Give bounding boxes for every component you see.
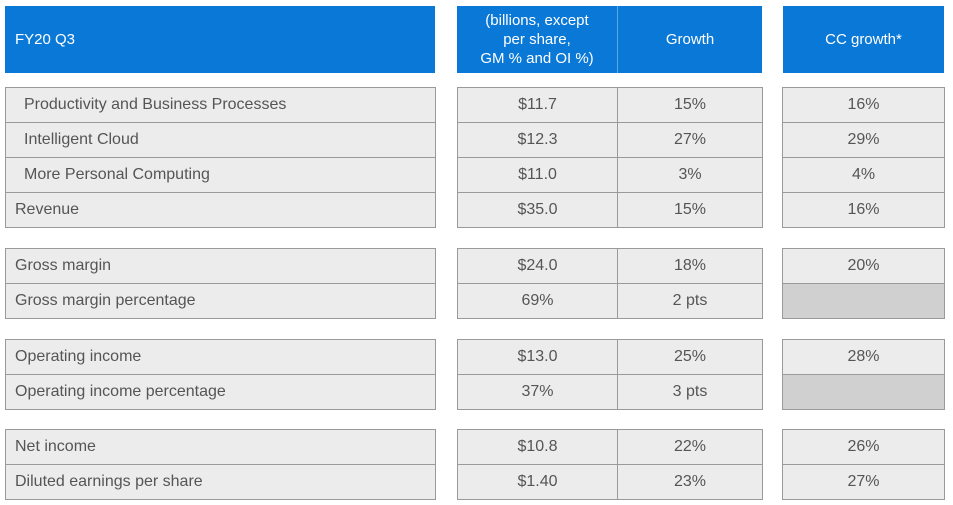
row-label: Operating income bbox=[5, 339, 436, 375]
header-units-line: GM % and OI %) bbox=[480, 50, 594, 67]
row-cc-growth: 16% bbox=[782, 87, 945, 123]
row-label: Net income bbox=[5, 429, 436, 465]
row-value: $13.0 bbox=[457, 339, 618, 375]
row-growth: 18% bbox=[617, 248, 763, 284]
row-label: Operating income percentage bbox=[5, 374, 436, 410]
row-cc-growth: 27% bbox=[782, 464, 945, 500]
header-units-line: (billions, except bbox=[485, 12, 589, 29]
row-cc-growth: 28% bbox=[782, 339, 945, 375]
row-cc-growth: 4% bbox=[782, 157, 945, 193]
row-growth: 27% bbox=[617, 122, 763, 158]
row-value: $35.0 bbox=[457, 192, 618, 228]
row-growth: 15% bbox=[617, 87, 763, 123]
row-label: Intelligent Cloud bbox=[5, 122, 436, 158]
row-label: Gross margin bbox=[5, 248, 436, 284]
row-value: $12.3 bbox=[457, 122, 618, 158]
row-cc-growth bbox=[782, 283, 945, 319]
row-value: 37% bbox=[457, 374, 618, 410]
row-value: 69% bbox=[457, 283, 618, 319]
row-value: $11.0 bbox=[457, 157, 618, 193]
row-label: Diluted earnings per share bbox=[5, 464, 436, 500]
row-label: Revenue bbox=[5, 192, 436, 228]
row-cc-growth: 29% bbox=[782, 122, 945, 158]
row-value: $11.7 bbox=[457, 87, 618, 123]
row-growth: 2 pts bbox=[617, 283, 763, 319]
row-cc-growth: 16% bbox=[782, 192, 945, 228]
row-growth: 25% bbox=[617, 339, 763, 375]
row-growth: 3 pts bbox=[617, 374, 763, 410]
row-value: $24.0 bbox=[457, 248, 618, 284]
row-label: Productivity and Business Processes bbox=[5, 87, 436, 123]
row-cc-growth: 20% bbox=[782, 248, 945, 284]
header-units: (billions, except per share, GM % and OI… bbox=[457, 6, 617, 73]
header-units-line: per share, bbox=[503, 31, 571, 48]
row-value: $1.40 bbox=[457, 464, 618, 500]
row-value: $10.8 bbox=[457, 429, 618, 465]
row-cc-growth bbox=[782, 374, 945, 410]
header-period: FY20 Q3 bbox=[5, 6, 435, 73]
row-growth: 23% bbox=[617, 464, 763, 500]
row-growth: 22% bbox=[617, 429, 763, 465]
row-label: More Personal Computing bbox=[5, 157, 436, 193]
header-growth: Growth bbox=[617, 6, 762, 73]
row-label: Gross margin percentage bbox=[5, 283, 436, 319]
row-growth: 3% bbox=[617, 157, 763, 193]
row-cc-growth: 26% bbox=[782, 429, 945, 465]
header-cc-growth: CC growth* bbox=[783, 6, 944, 73]
row-growth: 15% bbox=[617, 192, 763, 228]
